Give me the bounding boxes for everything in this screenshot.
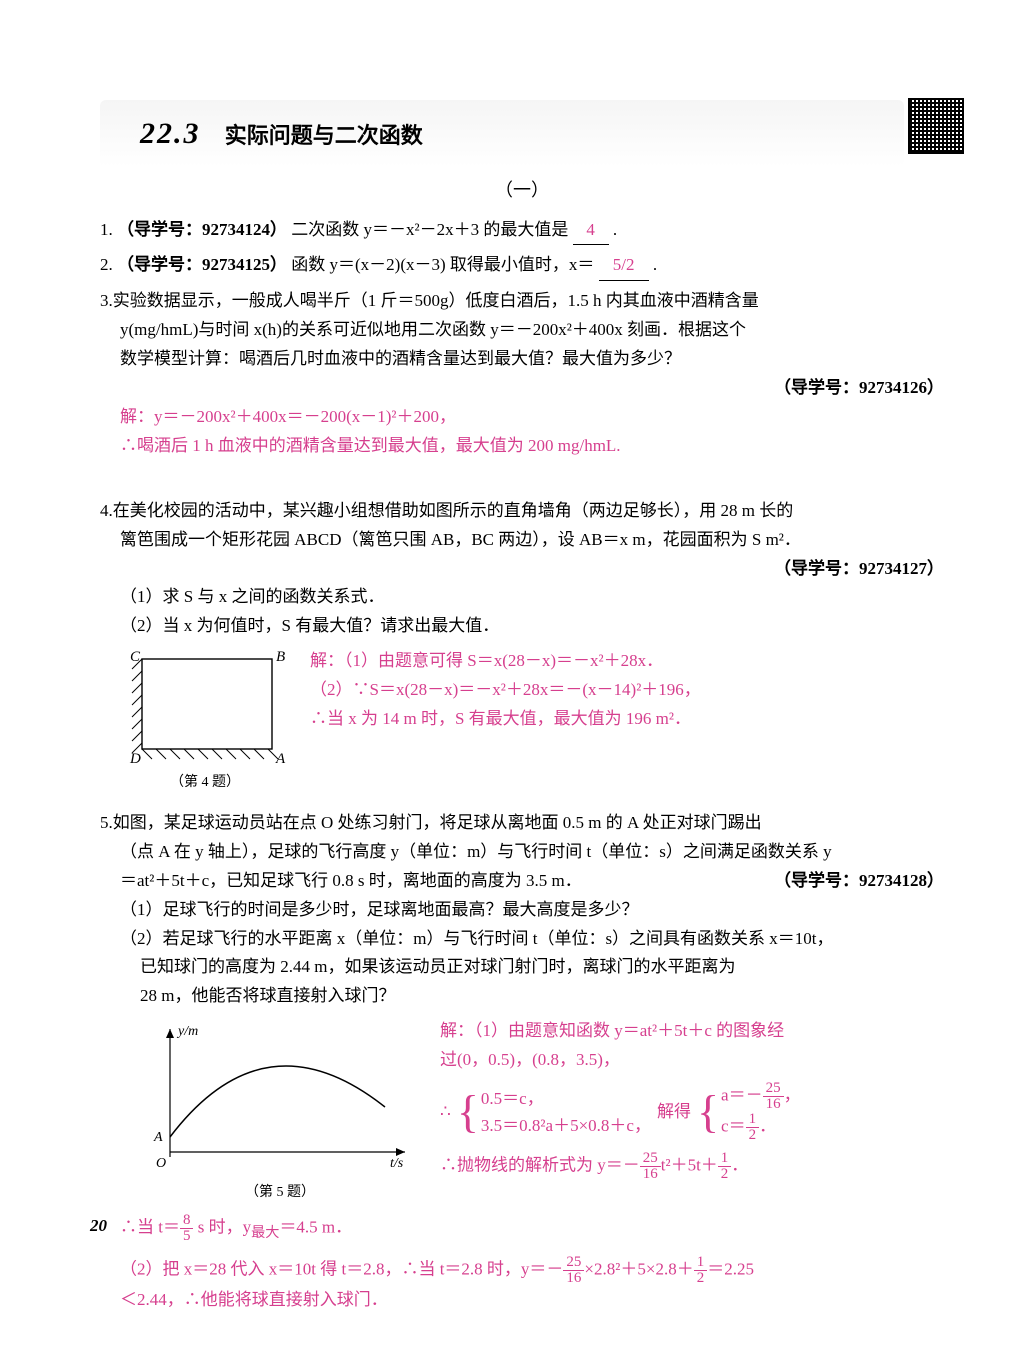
q4-figure: C B D A （第 4 题）	[120, 647, 290, 795]
q5-l2: （点 A 在 y 轴上），足球的飞行高度 y（单位：m）与飞行时间 t（单位：s…	[100, 838, 944, 867]
q2-tail: .	[653, 255, 657, 274]
q2-text: 函数 y＝(x－2)(x－3) 取得最小值时，x＝	[291, 255, 594, 274]
q5-ans-eq: ∴抛物线的解析式为 y＝－2516t²＋5t＋12．	[440, 1151, 944, 1182]
q5-guide: （导学号：92734128）	[774, 867, 944, 896]
qr-code	[908, 98, 964, 154]
q4-guide: （导学号：92734127）	[100, 555, 944, 584]
q1-text: 二次函数 y＝－x²－2x＋3 的最大值是	[291, 220, 568, 239]
q5-l3: ＝at²＋5t＋c，已知足球飞行 0.8 s 时，离地面的高度为 3.5 m．	[120, 871, 582, 890]
svg-text:A: A	[275, 751, 286, 767]
q3-l3: 数学模型计算：喝酒后几时血液中的酒精含量达到最大值？最大值为多少？	[100, 345, 944, 374]
q3-answer-1: 解：y＝－200x²＋400x＝－200(x－1)²＋200，	[100, 403, 944, 432]
section-title: 实际问题与二次函数	[225, 123, 423, 148]
problem-1: 1. （导学号：92734124） 二次函数 y＝－x²－2x＋3 的最大值是 …	[100, 216, 944, 246]
q3-l1: 实验数据显示，一般成人喝半斤（1 斤＝500g）低度白酒后，1.5 h 内其血液…	[113, 291, 759, 310]
q5-ans-2: （2）把 x＝28 代入 x＝10t 得 t＝2.8，∴当 t＝2.8 时，y＝…	[100, 1255, 944, 1286]
q4-l2: 篱笆围成一个矩形花园 ABCD（篱笆只围 AB，BC 两边），设 AB＝x m，…	[100, 526, 944, 555]
q5-label: 5.	[100, 813, 113, 832]
q3-answer-2: ∴喝酒后 1 h 血液中的酒精含量达到最大值，最大值为 200 mg/hmL.	[100, 432, 944, 461]
q5-p2c: 28 m，他能否将球直接射入球门？	[100, 982, 944, 1011]
q4-p2: （2）当 x 为何值时，S 有最大值？请求出最大值．	[100, 612, 944, 641]
q5-ans-3: ＜2.44，∴他能将球直接射入球门．	[100, 1286, 944, 1315]
q5-figure: y/m t/s A O （第 5 题）	[140, 1017, 420, 1205]
q3-label: 3.	[100, 291, 113, 310]
page-number: 20	[90, 1212, 107, 1241]
q5-p1: （1）足球飞行的时间是多少时，足球离地面最高？最大高度是多少？	[100, 896, 944, 925]
section-number: 22.3	[140, 117, 201, 150]
q2-label: 2.	[100, 255, 113, 274]
q4-answer-1: 解：（1）由题意可得 S＝x(28－x)＝－x²＋28x．	[310, 647, 944, 676]
q5-system: ∴ { 0.5＝c， 3.5＝0.8²a＋5×0.8＋c， 解得 { a＝－25…	[440, 1081, 944, 1143]
q1-blank: 4	[573, 216, 609, 246]
q4-p1: （1）求 S 与 x 之间的函数关系式．	[100, 583, 944, 612]
svg-text:D: D	[129, 751, 141, 767]
q5-figcap: （第 5 题）	[140, 1181, 420, 1205]
q4-label: 4.	[100, 501, 113, 520]
q5-ans-t: ∴当 t＝85 s 时，y最大＝4.5 m．	[100, 1213, 944, 1245]
q5-ans-intro2: 过(0，0.5)，(0.8，3.5)，	[440, 1046, 944, 1075]
problem-3: 3.实验数据显示，一般成人喝半斤（1 斤＝500g）低度白酒后，1.5 h 内其…	[100, 287, 944, 460]
q5-p2a: （2）若足球飞行的水平距离 x（单位：m）与飞行时间 t（单位：s）之间具有函数…	[100, 925, 944, 954]
q5-ans-intro: 解：（1）由题意知函数 y＝at²＋5t＋c 的图象经	[440, 1017, 944, 1046]
q4-answer-3: ∴当 x 为 14 m 时，S 有最大值，最大值为 196 m²．	[310, 705, 944, 734]
q5-p2b: 已知球门的高度为 2.44 m，如果该运动员正对球门射门时，离球门的水平距离为	[100, 953, 944, 982]
q2-blank: 5/2	[599, 251, 649, 281]
q4-answer-2: （2）∵S＝x(28－x)＝－x²＋28x＝－(x－14)²＋196，	[310, 676, 944, 705]
svg-text:B: B	[276, 649, 285, 665]
q2-daoxue: （导学号：92734125）	[117, 255, 287, 274]
svg-text:A: A	[153, 1130, 163, 1145]
problem-4: 4.在美化校园的活动中，某兴趣小组想借助如图所示的直角墙角（两边足够长），用 2…	[100, 497, 944, 795]
q5-l1: 如图，某足球运动员站在点 O 处练习射门，将足球从离地面 0.5 m 的 A 处…	[113, 813, 762, 832]
q3-guide: （导学号：92734126）	[100, 374, 944, 403]
q1-label: 1.	[100, 220, 113, 239]
section-header: 22.3 实际问题与二次函数	[100, 100, 904, 167]
q4-l1: 在美化校园的活动中，某兴趣小组想借助如图所示的直角墙角（两边足够长），用 28 …	[113, 501, 793, 520]
problem-2: 2. （导学号：92734125） 函数 y＝(x－2)(x－3) 取得最小值时…	[100, 251, 944, 281]
subheading: （一）	[100, 175, 944, 206]
q1-daoxue: （导学号：92734124）	[117, 220, 287, 239]
svg-text:C: C	[130, 649, 141, 665]
q4-figcap: （第 4 题）	[120, 771, 290, 795]
svg-text:t/s: t/s	[390, 1156, 404, 1171]
q3-l2: y(mg/hmL)与时间 x(h)的关系可近似地用二次函数 y＝－200x²＋4…	[100, 316, 944, 345]
problem-5: 5.如图，某足球运动员站在点 O 处练习射门，将足球从离地面 0.5 m 的 A…	[100, 809, 944, 1315]
svg-text:O: O	[156, 1156, 166, 1171]
q1-tail: .	[613, 220, 617, 239]
svg-text:y/m: y/m	[176, 1024, 198, 1039]
